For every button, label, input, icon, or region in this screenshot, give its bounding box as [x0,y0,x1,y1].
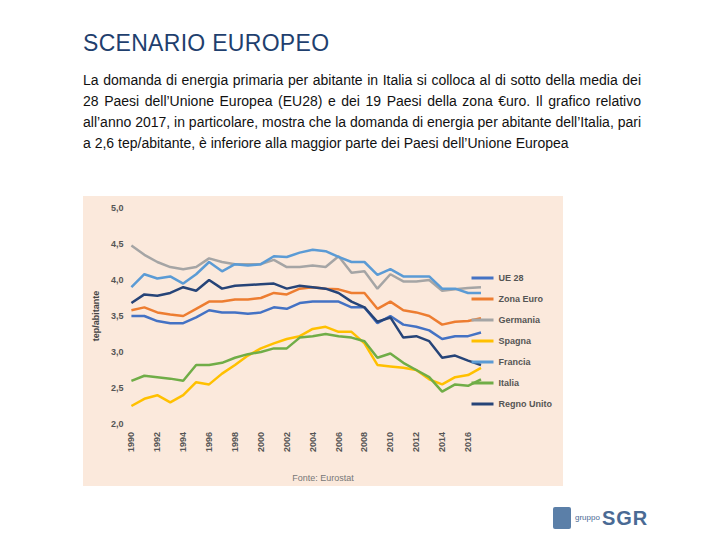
svg-text:2008: 2008 [359,432,369,452]
svg-text:1996: 1996 [204,432,214,452]
svg-text:1992: 1992 [152,432,162,452]
svg-text:2002: 2002 [282,432,292,452]
svg-text:Regno Unito: Regno Unito [499,399,553,409]
svg-text:Spagna: Spagna [499,336,533,346]
html-text:SGR: SGR [601,506,649,529]
html-text:SCENARIO EUROPEO: SCENARIO EUROPEO [83,30,330,56]
svg-text:3,5: 3,5 [111,311,124,321]
svg-text:3,0: 3,0 [111,347,124,357]
svg-text:tep/abitante: tep/abitante [91,291,101,342]
html-text:gruppo: gruppo [575,513,600,522]
svg-text:Zona Euro: Zona Euro [499,294,544,304]
svg-text:Italia: Italia [499,378,521,388]
svg-text:Fonte: Eurostat: Fonte: Eurostat [292,473,354,483]
svg-text:1990: 1990 [126,432,136,452]
svg-text:2,5: 2,5 [111,383,124,393]
svg-text:4,0: 4,0 [111,275,124,285]
svg-text:Francia: Francia [499,357,532,367]
svg-text:2010: 2010 [385,432,395,452]
html-text:La domanda di energia primaria: La domanda di energia primaria per abita… [83,72,641,151]
svg-text:2,0: 2,0 [111,419,124,429]
svg-text:5,0: 5,0 [111,203,124,213]
svg-text:2014: 2014 [437,432,447,452]
svg-text:Germania: Germania [499,315,542,325]
svg-text:2016: 2016 [463,432,473,452]
svg-text:2012: 2012 [411,432,421,452]
svg-text:2000: 2000 [256,432,266,452]
svg-text:2004: 2004 [308,432,318,452]
svg-text:UE 28: UE 28 [499,273,524,283]
svg-text:1998: 1998 [230,432,240,452]
svg-text:2006: 2006 [334,432,344,452]
svg-text:1994: 1994 [178,432,188,452]
svg-text:4,5: 4,5 [111,239,124,249]
